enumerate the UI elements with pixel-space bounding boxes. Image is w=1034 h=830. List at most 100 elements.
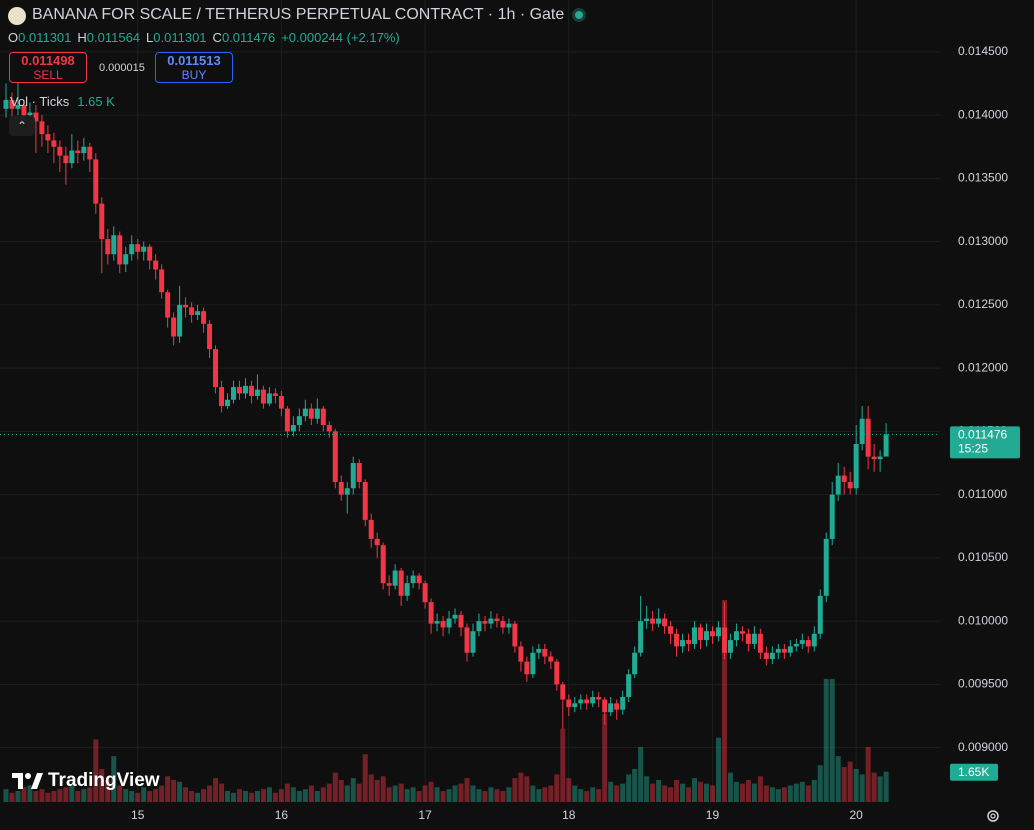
candle-body <box>470 631 476 653</box>
volume-bar <box>536 789 542 802</box>
volume-bar <box>123 789 129 802</box>
volume-bar <box>632 768 638 802</box>
volume-bar <box>542 787 548 802</box>
candle-body <box>632 652 638 675</box>
candle-body <box>99 203 105 240</box>
candle-body <box>769 652 775 660</box>
candle-body <box>715 627 721 637</box>
volume-bar <box>374 779 380 802</box>
volume-bar <box>464 778 470 802</box>
volume-bar <box>608 781 614 802</box>
volume-bar <box>656 779 662 802</box>
volume-bar <box>674 779 680 802</box>
sell-label[interactable]: SELL <box>33 68 63 82</box>
candle-body <box>350 462 356 489</box>
volume-bar <box>320 787 326 802</box>
buy-price[interactable]: 0.011513 <box>167 53 221 68</box>
candle-body <box>236 387 242 394</box>
candle-body <box>344 488 350 495</box>
volume-bar <box>518 772 524 802</box>
symbol-icon <box>8 7 26 25</box>
volume-bar <box>290 787 296 802</box>
volume-bar <box>865 746 871 802</box>
candle-body <box>21 104 27 116</box>
buy-label[interactable]: BUY <box>181 68 207 82</box>
candle-body <box>865 418 871 457</box>
candle-body <box>805 640 811 647</box>
volume-bar <box>231 792 237 802</box>
candle-body <box>452 614 458 619</box>
candle-body <box>392 570 398 586</box>
candle-body <box>494 618 500 622</box>
ohlc-value: 0.011301 <box>153 30 207 45</box>
candle-body <box>69 150 75 164</box>
volume-bar <box>260 789 266 802</box>
candle-body <box>296 416 302 426</box>
candle-body <box>428 602 434 624</box>
volume-bar <box>668 787 674 802</box>
volume-bar <box>482 790 488 802</box>
volume-bar <box>841 767 847 802</box>
volume-bar <box>344 785 350 802</box>
gear-icon[interactable] <box>990 813 996 819</box>
volume-bar <box>368 774 374 802</box>
buy-button[interactable]: 0.011513 BUY <box>155 52 233 83</box>
candle-body <box>775 648 781 653</box>
candle-body <box>847 481 853 489</box>
y-tick-label: 0.014000 <box>958 107 1008 121</box>
settings-button[interactable] <box>987 810 999 822</box>
price-tag: 0.011476 <box>958 428 1007 442</box>
spread: 0.000015 <box>99 62 145 74</box>
candle-body <box>135 244 141 252</box>
volume-bar <box>15 790 21 802</box>
title-text: BANANA FOR SCALE / TETHERUS PERPETUAL CO… <box>32 6 565 23</box>
gear-icon[interactable] <box>987 810 999 822</box>
collapse-button[interactable]: ⌃ <box>9 116 35 136</box>
candle-body <box>835 475 841 495</box>
sell-price[interactable]: 0.011498 <box>21 53 75 68</box>
volume-bar <box>308 785 314 802</box>
volume-bar <box>428 781 434 802</box>
volume-name: Vol · Ticks <box>10 94 70 109</box>
volume-bar <box>63 787 69 802</box>
candle-body <box>105 239 111 255</box>
ohlc-key: C <box>212 30 222 45</box>
volume-bar <box>698 781 704 802</box>
candle-body <box>434 621 440 624</box>
candle-body <box>500 621 506 628</box>
volume-bar <box>584 790 590 802</box>
volume-bar <box>338 779 344 802</box>
candle-body <box>488 618 494 624</box>
candle-body <box>506 623 512 628</box>
volume-bar <box>686 787 692 802</box>
candle-body <box>39 121 45 135</box>
y-tick-label: 0.009500 <box>958 677 1008 691</box>
candle-body <box>590 697 596 704</box>
volume-bar <box>21 787 27 802</box>
candle-body <box>560 684 566 700</box>
volume-bar <box>266 787 272 802</box>
candle-body <box>326 425 332 432</box>
volume-bar <box>614 785 620 802</box>
sell-button[interactable]: 0.011498 SELL <box>9 52 87 83</box>
candle-body <box>692 627 698 644</box>
volume-bar <box>799 781 805 802</box>
candle-body <box>213 349 219 388</box>
volume-bar <box>404 789 410 802</box>
volume-bar <box>207 785 213 802</box>
volume-bar <box>314 790 320 802</box>
candle-body <box>248 385 254 396</box>
y-tick-label: 0.011000 <box>958 487 1007 501</box>
candle-body <box>614 703 620 710</box>
volume-bar <box>572 785 578 802</box>
y-tick-label: 0.013000 <box>958 234 1008 248</box>
candle-body <box>751 633 757 644</box>
candle-body <box>201 311 207 324</box>
volume-bar <box>213 778 219 802</box>
ohlc-value: 0.011564 <box>86 30 141 45</box>
candle-body <box>542 648 548 657</box>
candle-body <box>398 570 404 596</box>
volume-bar <box>703 783 709 802</box>
